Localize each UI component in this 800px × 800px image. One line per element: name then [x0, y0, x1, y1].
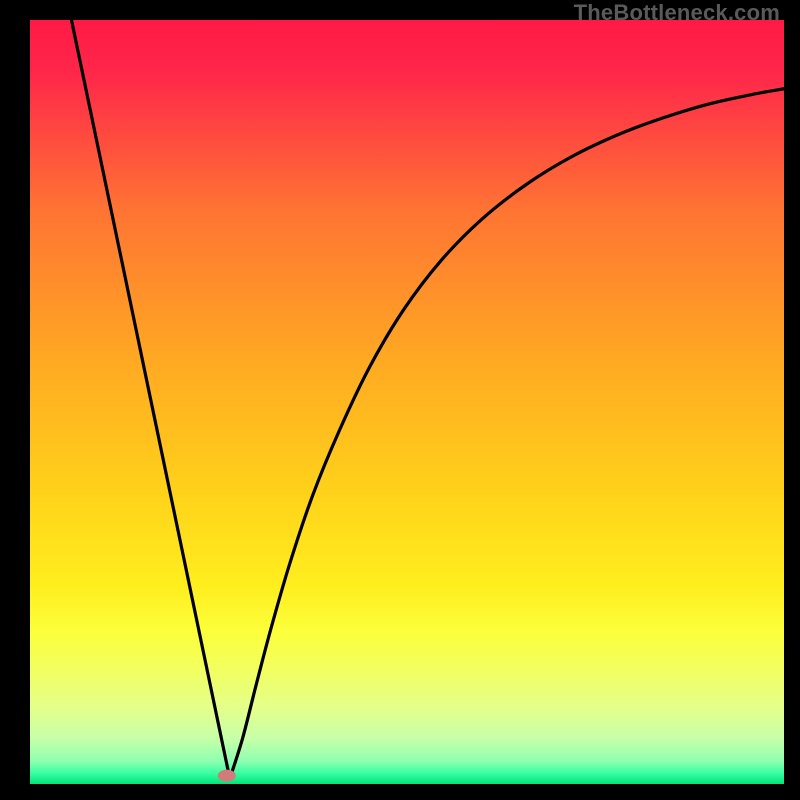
watermark-text: TheBottleneck.com	[574, 0, 780, 26]
minimum-marker	[218, 770, 236, 782]
chart-svg	[0, 0, 800, 800]
gradient-background	[30, 20, 784, 784]
